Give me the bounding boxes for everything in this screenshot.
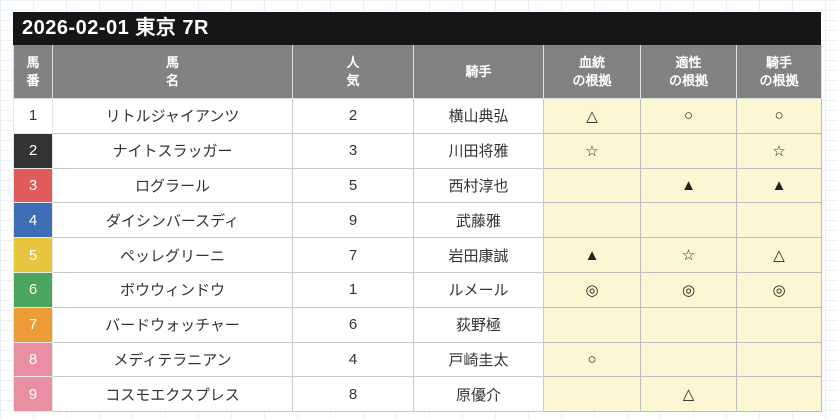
aptitude-mark-cell: ○: [640, 98, 737, 134]
blood-mark-cell: ◎: [543, 271, 641, 308]
blood-mark-cell: △: [543, 98, 641, 134]
blood-mark-cell: ○: [543, 341, 641, 378]
horse-name-cell: ペッレグリーニ: [52, 237, 293, 273]
aptitude-mark-cell: ▲: [640, 167, 737, 204]
jockey-mark-cell: [736, 341, 822, 378]
horse-number: 1: [28, 107, 38, 125]
horse-number: 9: [28, 385, 38, 403]
horse-name-cell: ナイトスラッガー: [52, 132, 293, 169]
aptitude-mark-cell: [640, 202, 737, 239]
blood-mark-cell: [543, 306, 641, 343]
jockey-cell: 戸崎圭太: [413, 341, 544, 378]
horse-number-cell: 1: [13, 98, 53, 134]
horse-number: 8: [28, 350, 38, 368]
popularity-cell: 3: [292, 132, 414, 169]
table-row: 7 バードウォッチャー 6 荻野極: [13, 306, 822, 343]
jockey-mark-cell: ○: [736, 98, 822, 134]
header-horse-number: 馬 番: [13, 45, 53, 99]
horse-name-cell: ログラール: [52, 167, 293, 204]
horse-number-cell: 9: [13, 376, 53, 413]
horse-number-cell: 6: [13, 271, 53, 308]
popularity-cell: 6: [292, 306, 414, 343]
aptitude-mark-cell: [640, 132, 737, 169]
horse-number-cell: 4: [13, 202, 53, 239]
table-row: 4 ダイシンバースディ 9 武藤雅: [13, 202, 822, 239]
header-jockey-basis: 騎手 の根拠: [736, 45, 822, 99]
popularity-cell: 2: [292, 98, 414, 134]
horse-number-cell: 3: [13, 167, 53, 204]
horse-name-cell: ダイシンバースディ: [52, 202, 293, 239]
horse-number: 2: [28, 142, 38, 160]
horse-number: 7: [28, 316, 38, 334]
header-blood-basis: 血統 の根拠: [543, 45, 641, 99]
jockey-mark-cell: ▲: [736, 167, 822, 204]
horse-name-cell: コスモエクスプレス: [52, 376, 293, 413]
jockey-mark-cell: △: [736, 237, 822, 273]
race-prediction-table: 馬 番 馬 名 人 気 騎手 血統 の根拠 適性 の根拠 騎手 の根拠 1 リト…: [13, 45, 822, 413]
header-horse-name: 馬 名: [52, 45, 293, 99]
horse-number: 6: [28, 281, 38, 299]
jockey-mark-cell: [736, 306, 822, 343]
horse-name-cell: メディテラニアン: [52, 341, 293, 378]
horse-number: 5: [28, 246, 38, 264]
blood-mark-cell: [543, 202, 641, 239]
jockey-mark-cell: [736, 376, 822, 413]
popularity-cell: 8: [292, 376, 414, 413]
blood-mark-cell: [543, 376, 641, 413]
race-sheet: 2026-02-01 東京 7R 馬 番 馬 名 人 気 騎手 血統 の根拠 適…: [13, 12, 822, 413]
jockey-cell: 西村淳也: [413, 167, 544, 204]
jockey-cell: 武藤雅: [413, 202, 544, 239]
table-row: 3 ログラール 5 西村淳也 ▲ ▲: [13, 167, 822, 204]
aptitude-mark-cell: [640, 341, 737, 378]
horse-name-cell: ボウウィンドウ: [52, 271, 293, 308]
jockey-mark-cell: ◎: [736, 271, 822, 308]
jockey-cell: 川田将雅: [413, 132, 544, 169]
jockey-cell: ルメール: [413, 271, 544, 308]
jockey-mark-cell: [736, 202, 822, 239]
blood-mark-cell: [543, 167, 641, 204]
jockey-mark-cell: ☆: [736, 132, 822, 169]
table-row: 6 ボウウィンドウ 1 ルメール ◎ ◎ ◎: [13, 271, 822, 308]
jockey-cell: 岩田康誠: [413, 237, 544, 273]
blood-mark-cell: ☆: [543, 132, 641, 169]
table-row: 2 ナイトスラッガー 3 川田将雅 ☆ ☆: [13, 132, 822, 169]
jockey-cell: 荻野極: [413, 306, 544, 343]
horse-name-cell: バードウォッチャー: [52, 306, 293, 343]
table-header-row: 馬 番 馬 名 人 気 騎手 血統 の根拠 適性 の根拠 騎手 の根拠: [13, 45, 822, 99]
horse-number-cell: 2: [13, 132, 53, 169]
race-title: 2026-02-01 東京 7R: [13, 12, 821, 45]
aptitude-mark-cell: [640, 306, 737, 343]
header-popularity: 人 気: [292, 45, 414, 99]
horse-number: 3: [28, 176, 38, 194]
popularity-cell: 1: [292, 271, 414, 308]
horse-number-cell: 7: [13, 306, 53, 343]
horse-name-cell: リトルジャイアンツ: [52, 98, 293, 134]
popularity-cell: 7: [292, 237, 414, 273]
horse-number-cell: 8: [13, 341, 53, 378]
aptitude-mark-cell: △: [640, 376, 737, 413]
blood-mark-cell: ▲: [543, 237, 641, 273]
horse-number-cell: 5: [13, 237, 53, 273]
popularity-cell: 9: [292, 202, 414, 239]
table-row: 5 ペッレグリーニ 7 岩田康誠 ▲ ☆ △: [13, 237, 822, 273]
aptitude-mark-cell: ☆: [640, 237, 737, 273]
header-jockey: 騎手: [413, 45, 544, 99]
popularity-cell: 5: [292, 167, 414, 204]
table-row: 8 メディテラニアン 4 戸崎圭太 ○: [13, 341, 822, 378]
horse-number: 4: [28, 211, 38, 229]
popularity-cell: 4: [292, 341, 414, 378]
table-row: 1 リトルジャイアンツ 2 横山典弘 △ ○ ○: [13, 98, 822, 134]
aptitude-mark-cell: ◎: [640, 271, 737, 308]
table-row: 9 コスモエクスプレス 8 原優介 △: [13, 376, 822, 413]
jockey-cell: 原優介: [413, 376, 544, 413]
jockey-cell: 横山典弘: [413, 98, 544, 134]
header-aptitude-basis: 適性 の根拠: [640, 45, 737, 99]
